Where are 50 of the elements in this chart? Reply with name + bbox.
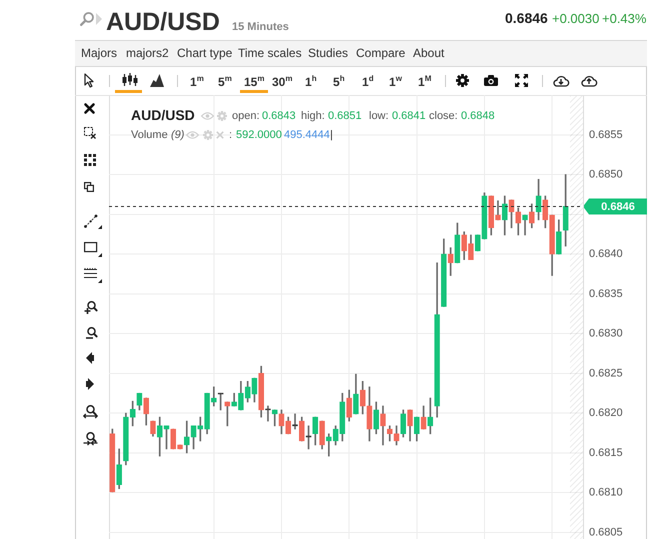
annotation: 0.6841 — [392, 110, 426, 122]
annotation: AUD/USD — [131, 107, 195, 124]
annotation: Volume — [131, 128, 168, 141]
text: Chart type — [177, 46, 232, 60]
text: 1$^{h}$ — [305, 74, 317, 89]
annotation: high: — [301, 110, 325, 122]
annotation: 495.4444 — [284, 128, 330, 141]
text: Majors — [81, 46, 118, 60]
text: 30$^{m}$ — [272, 74, 292, 89]
y-tick-label: 0.6820 — [589, 407, 623, 420]
text: About — [413, 46, 444, 60]
chart-subtitle: 15 Minutes — [232, 20, 289, 33]
text: 5$^{h}$ — [333, 74, 345, 89]
annotation: : — [229, 128, 232, 141]
annotation: close: — [429, 110, 458, 122]
text: Time scales — [238, 46, 302, 60]
text: Compare — [356, 46, 406, 60]
candlestick — [306, 426, 312, 450]
text: 1$^{m}$ — [190, 74, 204, 89]
text: +0.0030 — [552, 10, 600, 26]
y-tick-label: 0.6850 — [589, 168, 623, 181]
annotation: (9) — [171, 128, 184, 141]
y-tick-label: 0.6840 — [589, 248, 623, 260]
annotation: 592.0000 — [236, 128, 282, 141]
text: 1$^{w}$ — [389, 74, 402, 89]
annotation: 0.6851 — [328, 110, 362, 122]
y-tick-label: 0.6815 — [589, 446, 623, 459]
text: +0.43% — [602, 10, 646, 26]
ref-line-label: 0.6846 — [601, 201, 635, 214]
text: 5$^{m}$ — [218, 74, 232, 89]
y-tick-label: 0.6825 — [589, 367, 623, 380]
text: majors2 — [126, 46, 169, 60]
annotation: open: — [232, 110, 260, 122]
candlestick — [265, 406, 271, 422]
annotation: 0.6843 — [262, 110, 296, 122]
y-tick-label: 0.6810 — [589, 486, 623, 499]
text: 1$^{d}$ — [362, 74, 374, 89]
text: 1$^{M}$ — [418, 74, 432, 89]
annotation: low: — [369, 110, 389, 122]
text: Studies — [308, 46, 348, 60]
y-tick-label: 0.6855 — [589, 128, 623, 141]
candlestick — [522, 214, 528, 236]
text: 0.6846 — [505, 10, 548, 26]
annotation: | — [330, 128, 333, 141]
text: 15$^{m}$ — [244, 74, 264, 89]
annotation: 0.6848 — [461, 110, 495, 122]
y-tick-label: 0.6830 — [589, 328, 623, 340]
y-tick-label: 0.6835 — [589, 288, 623, 300]
chart-title: AUD/USD — [106, 8, 220, 36]
y-tick-label: 0.6805 — [589, 526, 623, 538]
